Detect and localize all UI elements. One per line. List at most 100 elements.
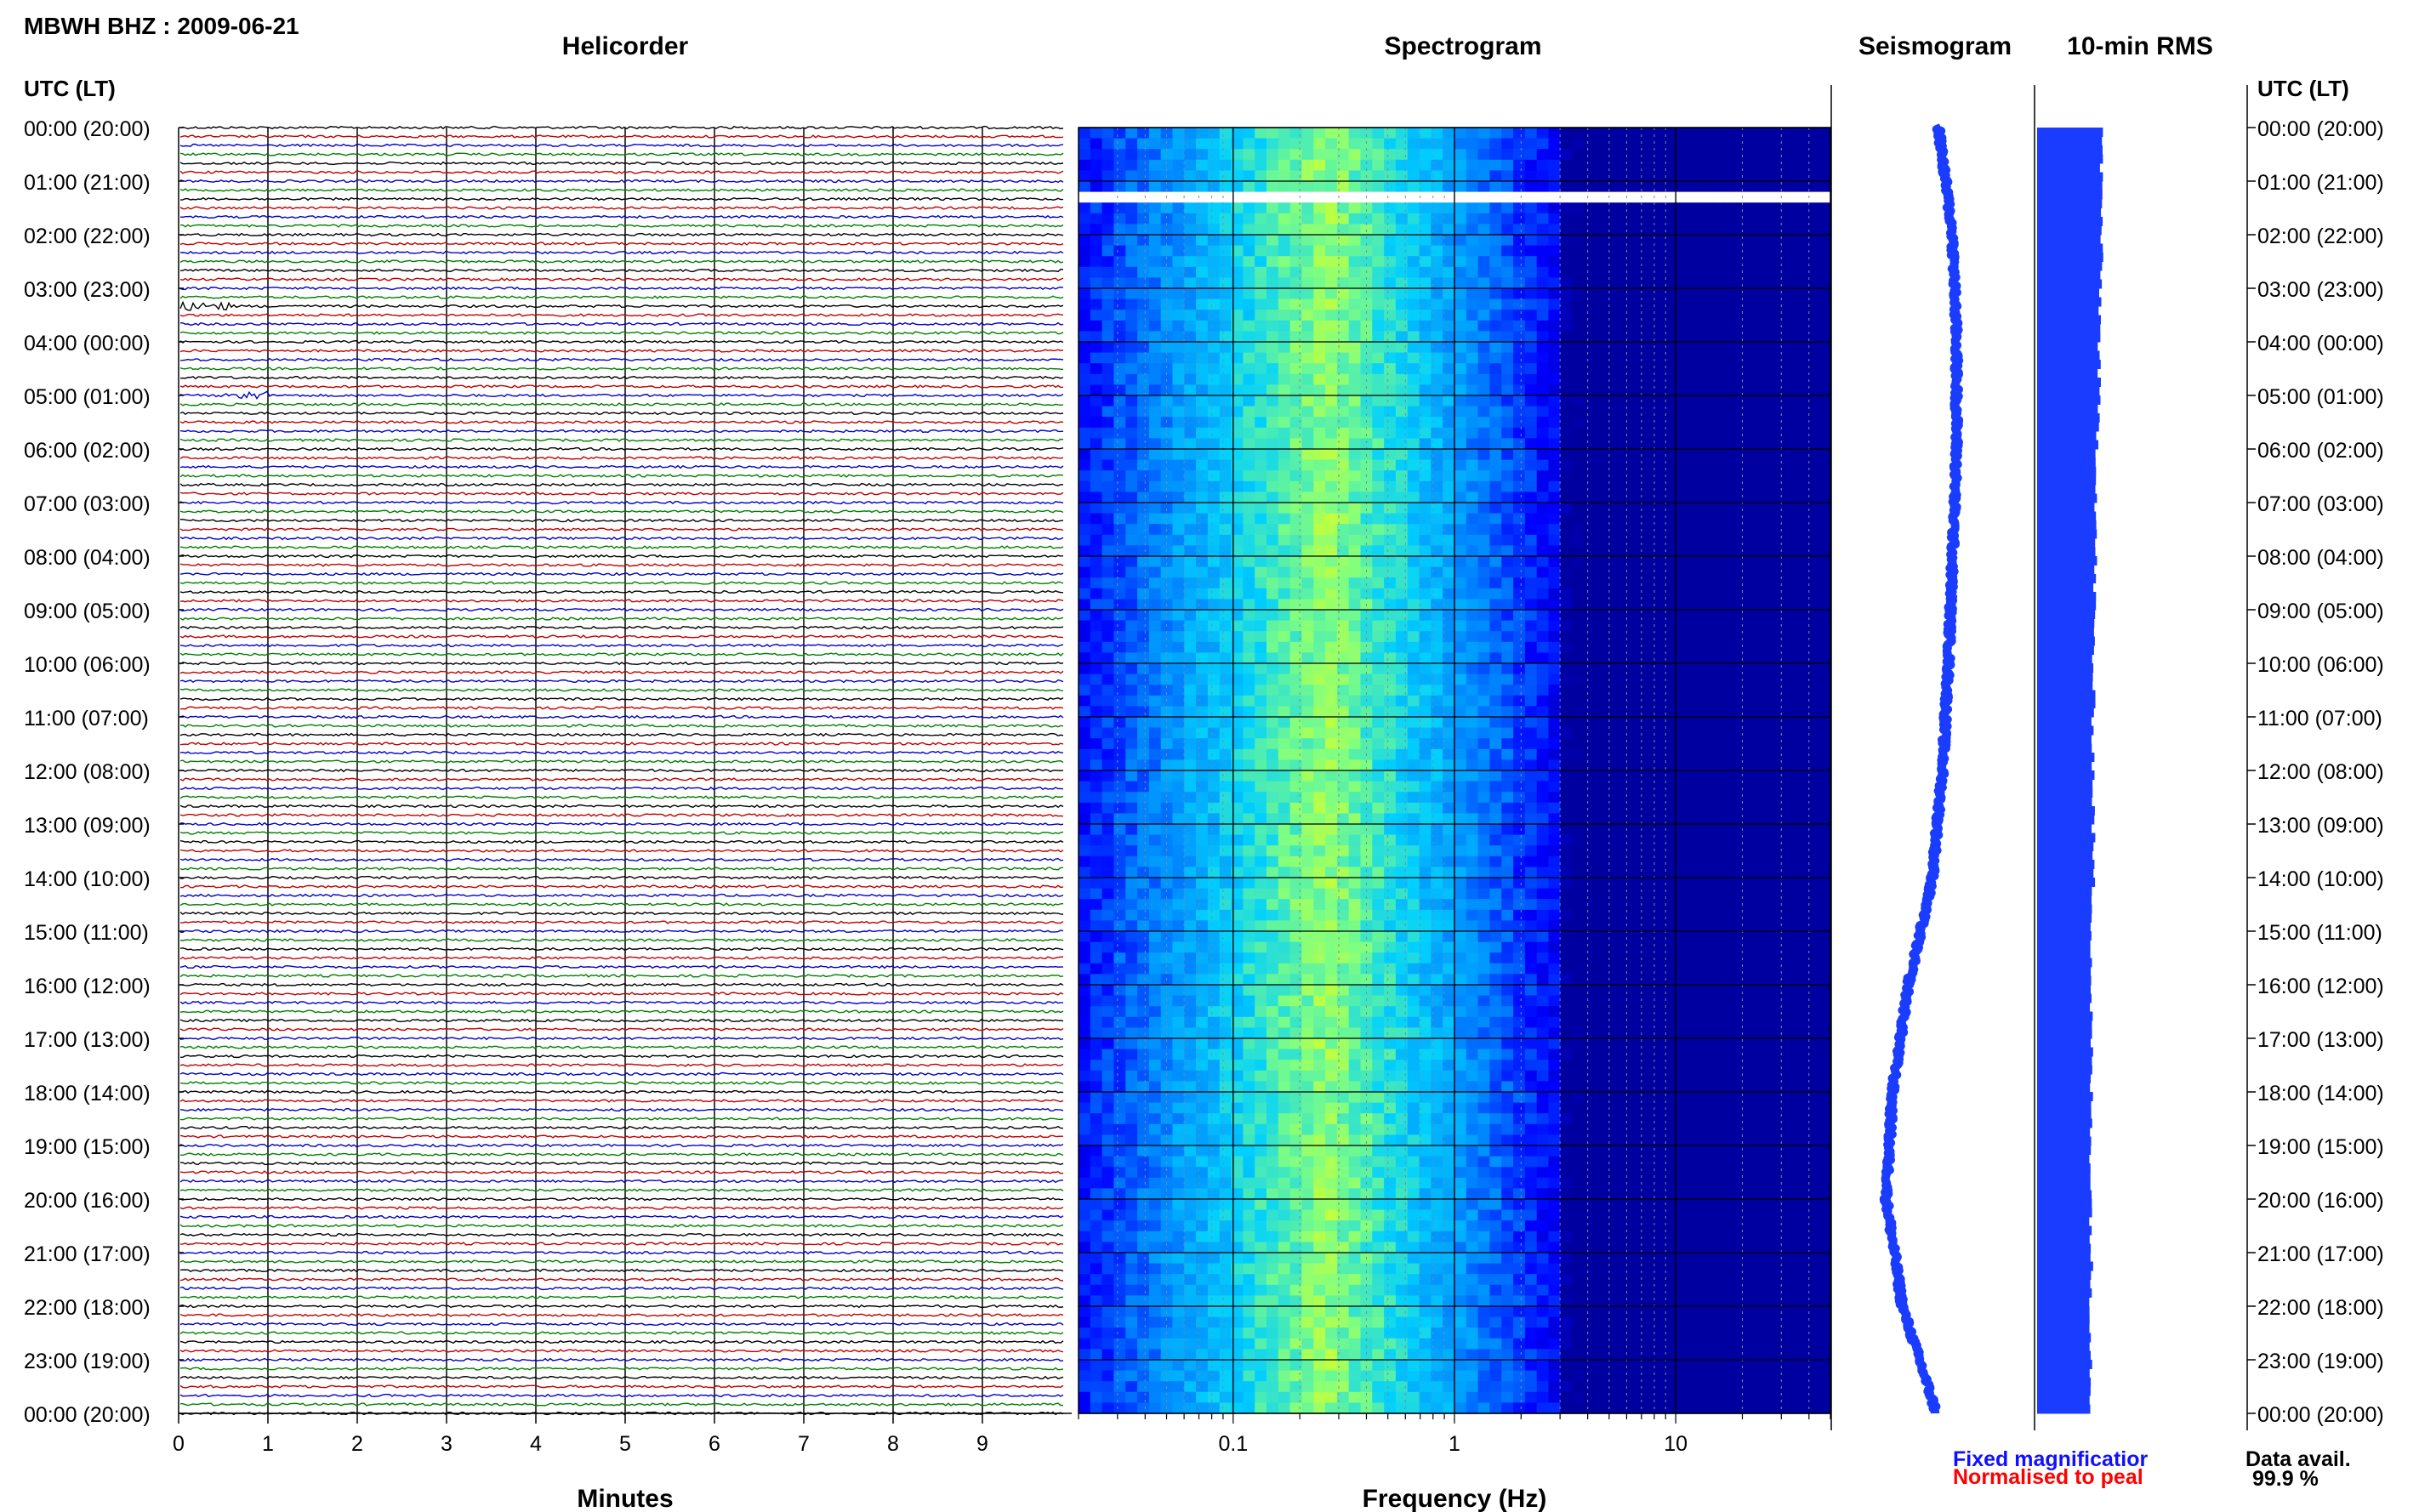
spectrogram-cell <box>1443 288 1455 300</box>
spectrogram-cell <box>1583 459 1597 471</box>
spectrogram-cell <box>1665 310 1678 321</box>
spectrogram-cell <box>1712 256 1726 268</box>
spectrogram-cell <box>1325 748 1338 760</box>
spectrogram-cell <box>1619 235 1631 247</box>
spectrogram-cell <box>1466 652 1479 664</box>
spectrogram-cell <box>1090 888 1103 900</box>
spectrogram-cell <box>1454 695 1467 707</box>
spectrogram-cell <box>1372 503 1385 514</box>
spectrogram-cell <box>1431 834 1443 846</box>
spectrogram-cell <box>1736 566 1749 578</box>
spectrogram-cell <box>1653 781 1667 793</box>
spectrogram-cell <box>1572 492 1585 503</box>
spectrogram-cell <box>1172 706 1185 718</box>
spectrogram-cell <box>1536 599 1550 611</box>
spectrogram-cell <box>1325 813 1338 825</box>
spectrogram-cell <box>1372 459 1385 471</box>
spectrogram-cell <box>1101 470 1114 482</box>
spectrogram-cell <box>1407 738 1420 750</box>
spectrogram-cell <box>1454 727 1467 739</box>
spectrogram-cell <box>1783 577 1796 589</box>
spectrogram-cell <box>1712 695 1726 707</box>
spectrogram-cell <box>1207 373 1221 385</box>
spectrogram-cell <box>1101 213 1114 225</box>
spectrogram-cell <box>1513 545 1526 557</box>
spectrogram-cell <box>1243 298 1255 310</box>
spectrogram-cell <box>1677 310 1690 321</box>
spectrogram-cell <box>1607 792 1619 804</box>
spectrogram-cell <box>1125 813 1138 825</box>
spectrogram-cell <box>1748 899 1761 911</box>
spectrogram-cell <box>1148 685 1162 696</box>
spectrogram-cell <box>1595 748 1608 760</box>
spectrogram-cell <box>1431 588 1443 600</box>
spectrogram-cell <box>1653 599 1667 611</box>
spectrogram-cell <box>1701 781 1714 793</box>
spectrogram-cell <box>1184 352 1197 364</box>
spectrogram-cell <box>1090 534 1103 546</box>
spectrogram-cell <box>1419 459 1431 471</box>
spectrogram-cell <box>1219 663 1232 675</box>
spectrogram-cell <box>1113 373 1126 385</box>
spectrogram-cell <box>1807 363 1819 375</box>
helicorder-trace <box>179 1081 1064 1085</box>
spectrogram-cell <box>1595 427 1608 439</box>
spectrogram-cell <box>1712 524 1726 536</box>
spectrogram-cell <box>1278 352 1291 364</box>
spectrogram-cell <box>1419 792 1431 804</box>
spectrogram-cell <box>1489 266 1502 278</box>
spectrogram-cell <box>1560 288 1573 300</box>
spectrogram-cell <box>1501 566 1514 578</box>
spectrogram-cell <box>1384 781 1397 793</box>
spectrogram-cell <box>1677 759 1690 771</box>
spectrogram-cell <box>1677 909 1690 921</box>
spectrogram-cell <box>1196 384 1209 396</box>
spectrogram-cell <box>1454 245 1467 257</box>
spectrogram-cell <box>1642 395 1655 407</box>
spectrogram-cell <box>1431 717 1443 729</box>
spectrogram-cell <box>1583 513 1597 525</box>
spectrogram-cell <box>1607 524 1619 536</box>
spectrogram-cell <box>1795 363 1807 375</box>
spectrogram-cell <box>1172 899 1185 911</box>
spectrogram-cell <box>1395 834 1409 846</box>
spectrogram-cell <box>1148 813 1162 825</box>
spectrogram-cell <box>1501 513 1514 525</box>
spectrogram-cell <box>1407 191 1420 203</box>
spectrogram-cell <box>1137 191 1150 203</box>
spectrogram-cell <box>1301 802 1314 814</box>
spectrogram-cell <box>1819 663 1831 675</box>
spectrogram-cell <box>1760 503 1773 514</box>
spectrogram-cell <box>1372 235 1385 247</box>
spectrogram-cell <box>1665 320 1678 332</box>
spectrogram-cell <box>1101 331 1114 343</box>
spectrogram-cell <box>1771 792 1784 804</box>
spectrogram-cell <box>1384 149 1397 161</box>
spectrogram-cell <box>1101 899 1114 911</box>
spectrogram-cell <box>1536 663 1550 675</box>
spectrogram-cell <box>1419 470 1431 482</box>
spectrogram-cell <box>1795 748 1807 760</box>
spectrogram-cell <box>1431 513 1443 525</box>
spectrogram-cell <box>1477 674 1490 685</box>
spectrogram-cell <box>1243 503 1255 514</box>
spectrogram-cell <box>1760 631 1773 643</box>
helicorder-trace <box>179 1242 1064 1246</box>
spectrogram-cell <box>1148 213 1162 225</box>
spectrogram-cell <box>1372 492 1385 503</box>
spectrogram-cell <box>1348 310 1362 321</box>
spectrogram-cell <box>1090 245 1103 257</box>
spectrogram-cell <box>1348 138 1362 150</box>
helicorder-trace <box>179 1063 1064 1067</box>
spectrogram-cell <box>1207 224 1221 236</box>
spectrogram-cell <box>1548 342 1561 354</box>
spectrogram-cell <box>1278 417 1291 429</box>
spectrogram-cell <box>1736 855 1749 867</box>
spectrogram-cell <box>1724 331 1738 343</box>
spectrogram-cell <box>1548 845 1561 857</box>
spectrogram-cell <box>1219 759 1232 771</box>
spectrogram-cell <box>1113 459 1126 471</box>
spectrogram-cell <box>1619 363 1631 375</box>
spectrogram-cell <box>1243 310 1255 321</box>
spectrogram-cell <box>1431 641 1443 653</box>
